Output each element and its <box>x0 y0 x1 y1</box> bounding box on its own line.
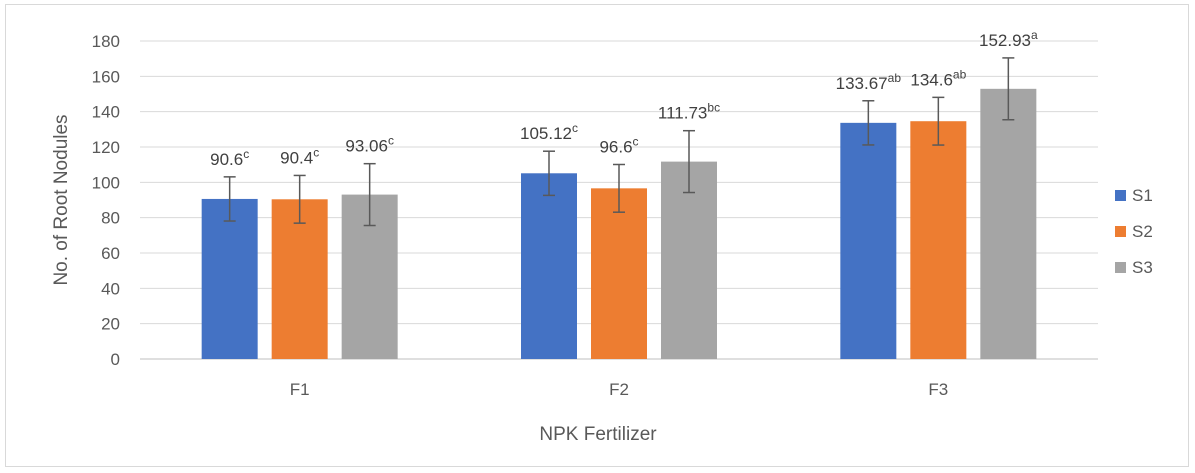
y-tick-label: 140 <box>92 103 120 122</box>
data-label-s2-f1: 90.4c <box>280 145 319 167</box>
bar-s3-f2 <box>661 161 717 359</box>
x-tick-label: F3 <box>928 380 948 399</box>
data-label-s3-f3: 152.93a <box>979 28 1038 50</box>
y-tick-label: 20 <box>101 315 120 334</box>
data-label-s3-f1: 93.06c <box>345 134 394 156</box>
legend: S1 S2 S3 <box>1115 186 1153 277</box>
data-labels: 90.6c 105.12c 133.67ab 90.4c 96.6c 134.6ab 93.… <box>210 28 1038 169</box>
data-label-s2-f3: 134.6ab <box>910 67 966 89</box>
bar-s1-f2 <box>521 173 577 359</box>
legend-label-s3: S3 <box>1132 258 1153 277</box>
y-tick-label: 40 <box>101 279 120 298</box>
legend-swatch-s2 <box>1115 226 1126 237</box>
error-bars <box>223 57 1015 227</box>
bar-s2-f1 <box>271 199 328 359</box>
bar-s3-f3 <box>980 88 1037 359</box>
bar-s1-f1 <box>201 198 258 359</box>
bar-s2-f2 <box>591 188 647 359</box>
bar-s1-f3 <box>840 122 897 359</box>
x-axis-title: NPK Fertilizer <box>539 424 657 445</box>
y-axis-title: No. of Root Nodules <box>51 114 72 285</box>
legend-label-s1: S1 <box>1132 186 1153 205</box>
data-label-s1-f3: 133.67ab <box>836 71 902 93</box>
legend-label-s2: S2 <box>1132 222 1153 241</box>
x-tick-label: F1 <box>290 380 310 399</box>
x-tick-label: F2 <box>609 380 629 399</box>
y-tick-label: 180 <box>92 32 120 51</box>
y-tick-label: 160 <box>92 67 120 86</box>
axes: 0 20 40 60 80 100 120 140 160 180 F1 F2 F3 <box>92 32 949 399</box>
data-label-s1-f1: 90.6c <box>210 147 249 169</box>
y-tick-label: 100 <box>92 173 120 192</box>
y-tick-label: 60 <box>101 244 120 263</box>
data-label-s2-f2: 96.6c <box>599 134 638 156</box>
bars <box>201 88 1037 359</box>
legend-swatch-s3 <box>1115 262 1126 273</box>
y-tick-label: 80 <box>101 209 120 228</box>
data-label-s1-f2: 105.12c <box>520 121 578 143</box>
legend-swatch-s1 <box>1115 190 1126 201</box>
y-tick-label: 0 <box>111 350 120 369</box>
bar-s2-f3 <box>910 121 967 359</box>
y-tick-label: 120 <box>92 138 120 157</box>
data-label-s3-f2: 111.73bc <box>658 101 720 123</box>
